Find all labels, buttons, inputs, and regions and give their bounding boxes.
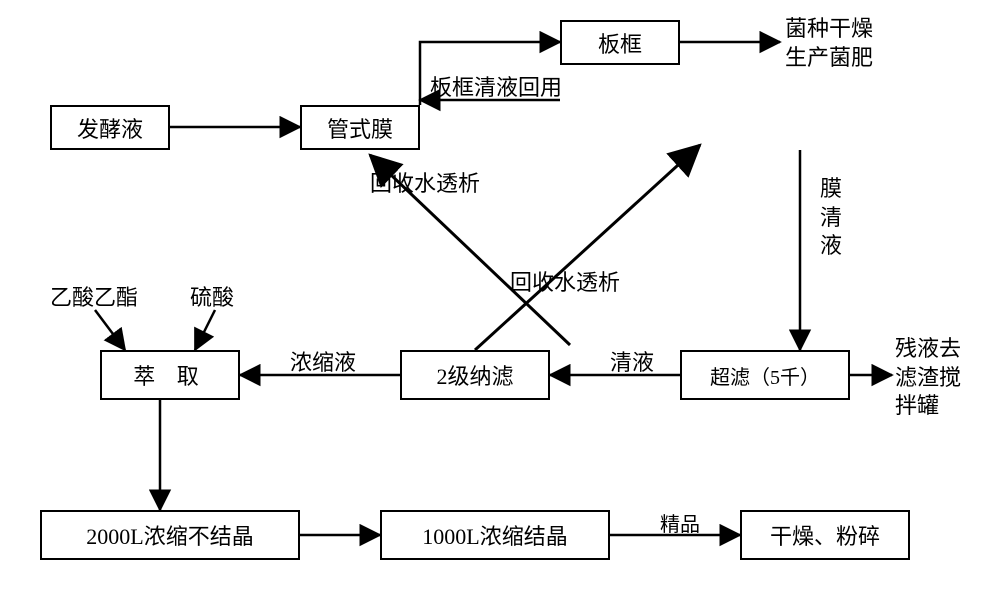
node-label: 板框 bbox=[598, 27, 642, 59]
label-membrane-clear: 膜清液 bbox=[820, 175, 844, 261]
node-label: 萃 取 bbox=[133, 359, 207, 391]
label-sulfuric-acid: 硫酸 bbox=[190, 280, 234, 312]
node-label: 2000L浓缩不结晶 bbox=[86, 519, 253, 551]
node-dry-crush: 干燥、粉碎 bbox=[740, 510, 910, 560]
label-strain-dry: 菌种干燥 生产菌肥 bbox=[785, 15, 873, 72]
label-residue: 残液去 滤渣搅 拌罐 bbox=[895, 335, 961, 421]
node-ultrafiltration: 超滤（5千） bbox=[680, 350, 850, 400]
node-plate-frame: 板框 bbox=[560, 20, 680, 65]
node-conc-2000l: 2000L浓缩不结晶 bbox=[40, 510, 300, 560]
node-label: 发酵液 bbox=[77, 112, 143, 144]
label-recover-water-1: 回收水透析 bbox=[370, 166, 480, 198]
node-extraction: 萃 取 bbox=[100, 350, 240, 400]
node-label: 管式膜 bbox=[327, 112, 393, 144]
node-label: 1000L浓缩结晶 bbox=[422, 519, 567, 551]
node-tubular-membrane: 管式膜 bbox=[300, 105, 420, 150]
label-plate-reuse: 板框清液回用 bbox=[430, 70, 562, 102]
node-fermentation: 发酵液 bbox=[50, 105, 170, 150]
label-recover-water-2: 回收水透析 bbox=[510, 265, 620, 297]
node-label: 超滤（5千） bbox=[710, 361, 820, 390]
label-clear-liquid: 清液 bbox=[610, 345, 654, 377]
node-conc-1000l: 1000L浓缩结晶 bbox=[380, 510, 610, 560]
node-nanofiltration: 2级纳滤 bbox=[400, 350, 550, 400]
node-label: 干燥、粉碎 bbox=[770, 519, 880, 551]
node-label: 2级纳滤 bbox=[436, 359, 513, 391]
label-ethyl-acetate: 乙酸乙酯 bbox=[50, 280, 138, 312]
label-fine-product: 精品 bbox=[660, 508, 700, 537]
label-concentrate: 浓缩液 bbox=[290, 345, 356, 377]
